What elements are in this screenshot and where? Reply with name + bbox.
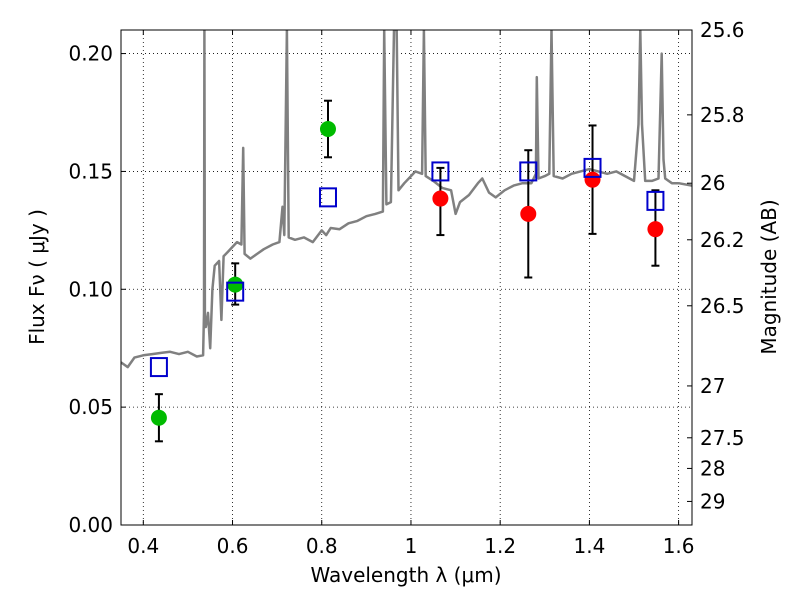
data-point	[647, 221, 664, 238]
data-point	[584, 171, 601, 188]
model-point	[149, 357, 168, 378]
y-tick-label: 0.10	[68, 277, 113, 301]
data-point	[432, 190, 449, 207]
plot-background	[121, 30, 692, 525]
y-right-tick-label: 27	[700, 374, 725, 398]
y-right-tick-label: 26.2	[700, 228, 745, 252]
model-point	[583, 157, 602, 178]
model-point	[519, 161, 538, 182]
model-point	[226, 281, 245, 302]
data-point	[520, 205, 537, 222]
data-point	[319, 121, 336, 137]
y-right-tick-label: 29	[700, 489, 725, 513]
x-axis-title: Wavelength λ (μm)	[310, 563, 501, 587]
model-spectrum	[121, 30, 692, 369]
x-tick-label: 0.6	[217, 534, 249, 558]
y-right-axis-title: Magnitude (AB)	[757, 199, 781, 354]
data-markers	[149, 99, 665, 443]
model-point	[431, 161, 450, 182]
x-tick-label: 0.4	[127, 534, 159, 558]
y-axis-title: Flux Fν ( μJy )	[25, 209, 49, 345]
y-right-tick-label: 28	[700, 456, 725, 480]
data-point	[227, 276, 244, 293]
y-right-tick-label: 26.5	[700, 294, 745, 318]
model-point	[646, 190, 665, 211]
model-spectrum-line	[121, 30, 692, 369]
x-tick-label: 1	[405, 534, 418, 558]
y-tick-label: 0.00	[68, 513, 113, 537]
model-point	[318, 187, 337, 208]
grid	[121, 30, 692, 526]
y-tick-label: 0.05	[68, 395, 113, 419]
plot-frame	[120, 29, 693, 526]
x-tick-label: 1.4	[573, 534, 605, 558]
y-tick-label: 0.20	[68, 42, 113, 66]
y-right-tick-label: 25.8	[700, 103, 745, 127]
y-right-tick-label: 27.5	[700, 426, 745, 450]
x-tick-label: 1.6	[663, 534, 695, 558]
y-tick-label: 0.15	[68, 159, 113, 183]
x-tick-label: 1.2	[484, 534, 516, 558]
data-point	[150, 409, 167, 426]
y-right-tick-label: 25.6	[700, 18, 745, 42]
y-right-tick-label: 26	[700, 171, 725, 195]
axis-ticks: 0.4 0.6 0.8 1 1.2 1.4 1.6 0.00 0.05 0.10 0.15 0.20 2…	[68, 18, 744, 558]
x-tick-label: 0.8	[306, 534, 338, 558]
